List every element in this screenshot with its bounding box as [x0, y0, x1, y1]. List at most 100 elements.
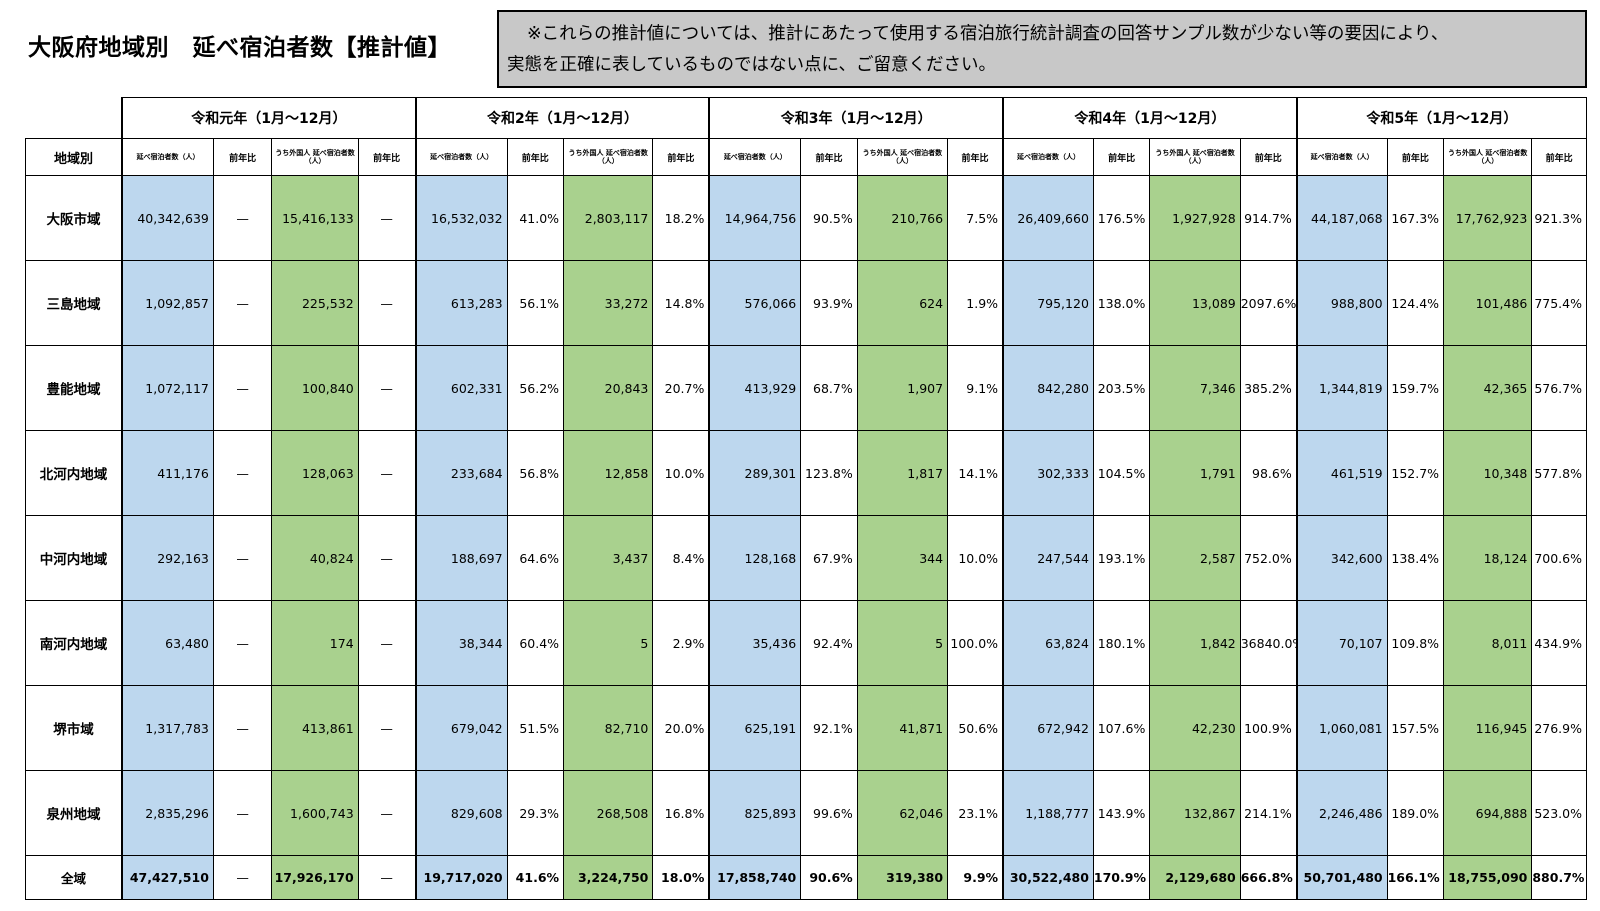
yoy-cell: —: [212, 515, 273, 601]
yoy-cell: 64.6%: [506, 515, 565, 601]
foreign-stays-cell: 174: [271, 600, 359, 686]
total-stays-column-header: 延べ宿泊者数（人）: [414, 138, 508, 176]
yoy-cell: 193.1%: [1092, 515, 1151, 601]
yoy-cell: 1.9%: [947, 260, 1004, 346]
yoy-cell: 880.7%: [1531, 855, 1587, 900]
foreign-stays-cell: 42,365: [1443, 345, 1533, 431]
yoy-cell: 2097.6%: [1239, 260, 1298, 346]
yoy-cell: 166.1%: [1386, 855, 1445, 900]
foreign-stays-cell: 12,858: [563, 430, 654, 516]
total-row: 全域 47,427,510—17,926,170—19,717,020 41.6% 3…: [25, 855, 1587, 900]
yoy-cell: 180.1%: [1092, 600, 1151, 686]
total-stays-cell: 613,283: [414, 260, 508, 346]
total-stays-cell: 1,092,857: [121, 260, 214, 346]
yoy-column-header: 前年比: [212, 138, 273, 176]
total-stays-cell: 289,301: [708, 430, 802, 516]
foreign-stays-cell: 20,843: [563, 345, 654, 431]
notice-box: ※これらの推計値については、推計にあたって使用する宿泊旅行統計調査の回答サンプル…: [497, 10, 1587, 88]
foreign-stays-cell: 5: [563, 600, 654, 686]
foreign-stays-column-header: うち外国人 延べ宿泊者数（人）: [1443, 138, 1533, 176]
total-stays-cell: 30,522,480: [1002, 855, 1094, 900]
region-name: 堺市域: [25, 685, 123, 771]
foreign-stays-cell: 344: [856, 515, 949, 601]
yoy-cell: 576.7%: [1531, 345, 1587, 431]
foreign-stays-cell: 33,272: [563, 260, 654, 346]
foreign-stays-cell: 15,416,133: [271, 175, 359, 261]
foreign-stays-cell: 694,888: [1443, 770, 1533, 856]
total-stays-cell: 672,942: [1002, 685, 1094, 771]
total-stays-cell: 35,436: [708, 600, 802, 686]
region-name: 大阪市域: [25, 175, 123, 261]
table-row: 豊能地域 1,072,117—100,840—602,331 56.2% 20,843…: [25, 345, 1587, 431]
foreign-stays-cell: 17,762,923: [1443, 175, 1533, 261]
foreign-stays-cell: 40,824: [271, 515, 359, 601]
foreign-stays-cell: 319,380: [856, 855, 949, 900]
yoy-cell: —: [357, 685, 417, 771]
foreign-stays-cell: 10,348: [1443, 430, 1533, 516]
yoy-column-header: 前年比: [1531, 138, 1587, 176]
total-stays-cell: 302,333: [1002, 430, 1094, 516]
yoy-cell: 36840.0%: [1239, 600, 1298, 686]
yoy-cell: 666.8%: [1239, 855, 1298, 900]
yoy-cell: 752.0%: [1239, 515, 1298, 601]
foreign-stays-cell: 2,803,117: [563, 175, 654, 261]
yoy-cell: 138.0%: [1092, 260, 1151, 346]
yoy-cell: 92.1%: [800, 685, 858, 771]
yoy-cell: 8.4%: [652, 515, 710, 601]
year-header: 令和元年（1月～12月）: [121, 97, 417, 139]
yoy-cell: —: [357, 770, 417, 856]
foreign-stays-cell: 2,129,680: [1149, 855, 1241, 900]
total-stays-cell: 461,519: [1295, 430, 1388, 516]
total-stays-cell: 50,701,480: [1295, 855, 1388, 900]
yoy-cell: 93.9%: [800, 260, 858, 346]
foreign-stays-cell: 18,755,090: [1443, 855, 1533, 900]
foreign-stays-cell: 1,927,928: [1149, 175, 1241, 261]
foreign-stays-cell: 225,532: [271, 260, 359, 346]
total-stays-cell: 44,187,068: [1295, 175, 1388, 261]
yoy-cell: 10.0%: [947, 515, 1004, 601]
yoy-cell: 23.1%: [947, 770, 1004, 856]
yoy-cell: —: [212, 600, 273, 686]
region-column-header: 地域別: [25, 138, 123, 176]
yoy-cell: 18.0%: [652, 855, 710, 900]
notice-line-1: ※これらの推計値については、推計にあたって使用する宿泊旅行統計調査の回答サンプル…: [527, 24, 1449, 44]
foreign-stays-cell: 210,766: [856, 175, 949, 261]
yoy-cell: 189.0%: [1386, 770, 1445, 856]
yoy-cell: —: [357, 430, 417, 516]
total-stays-cell: 829,608: [414, 770, 508, 856]
foreign-stays-column-header: うち外国人 延べ宿泊者数（人）: [856, 138, 949, 176]
total-stays-cell: 2,246,486: [1295, 770, 1388, 856]
foreign-stays-cell: 128,063: [271, 430, 359, 516]
region-name: 中河内地域: [25, 515, 123, 601]
foreign-stays-cell: 17,926,170: [271, 855, 359, 900]
yoy-cell: 98.6%: [1239, 430, 1298, 516]
yoy-cell: 14.8%: [652, 260, 710, 346]
year-header: 令和5年（1月～12月）: [1295, 97, 1587, 139]
yoy-column-header: 前年比: [652, 138, 710, 176]
yoy-cell: 107.6%: [1092, 685, 1151, 771]
foreign-stays-cell: 268,508: [563, 770, 654, 856]
region-name: 南河内地域: [25, 600, 123, 686]
total-stays-cell: 602,331: [414, 345, 508, 431]
yoy-cell: 41.6%: [506, 855, 565, 900]
yoy-cell: 914.7%: [1239, 175, 1298, 261]
yoy-column-header: 前年比: [800, 138, 858, 176]
total-stays-cell: 128,168: [708, 515, 802, 601]
yoy-cell: 14.1%: [947, 430, 1004, 516]
total-stays-cell: 679,042: [414, 685, 508, 771]
yoy-cell: —: [357, 260, 417, 346]
corner-cell: [25, 97, 123, 139]
total-stays-cell: 1,344,819: [1295, 345, 1388, 431]
yoy-cell: 921.3%: [1531, 175, 1587, 261]
yoy-cell: 100.0%: [947, 600, 1004, 686]
yoy-cell: 99.6%: [800, 770, 858, 856]
yoy-cell: 20.7%: [652, 345, 710, 431]
yoy-cell: 51.5%: [506, 685, 565, 771]
yoy-cell: 176.5%: [1092, 175, 1151, 261]
yoy-cell: 203.5%: [1092, 345, 1151, 431]
yoy-cell: 523.0%: [1531, 770, 1587, 856]
foreign-stays-cell: 2,587: [1149, 515, 1241, 601]
yoy-cell: 775.4%: [1531, 260, 1587, 346]
yoy-cell: 50.6%: [947, 685, 1004, 771]
year-header-row: 令和元年（1月～12月） 令和2年（1月～12月） 令和3年（1月～12月） 令…: [25, 97, 1587, 139]
